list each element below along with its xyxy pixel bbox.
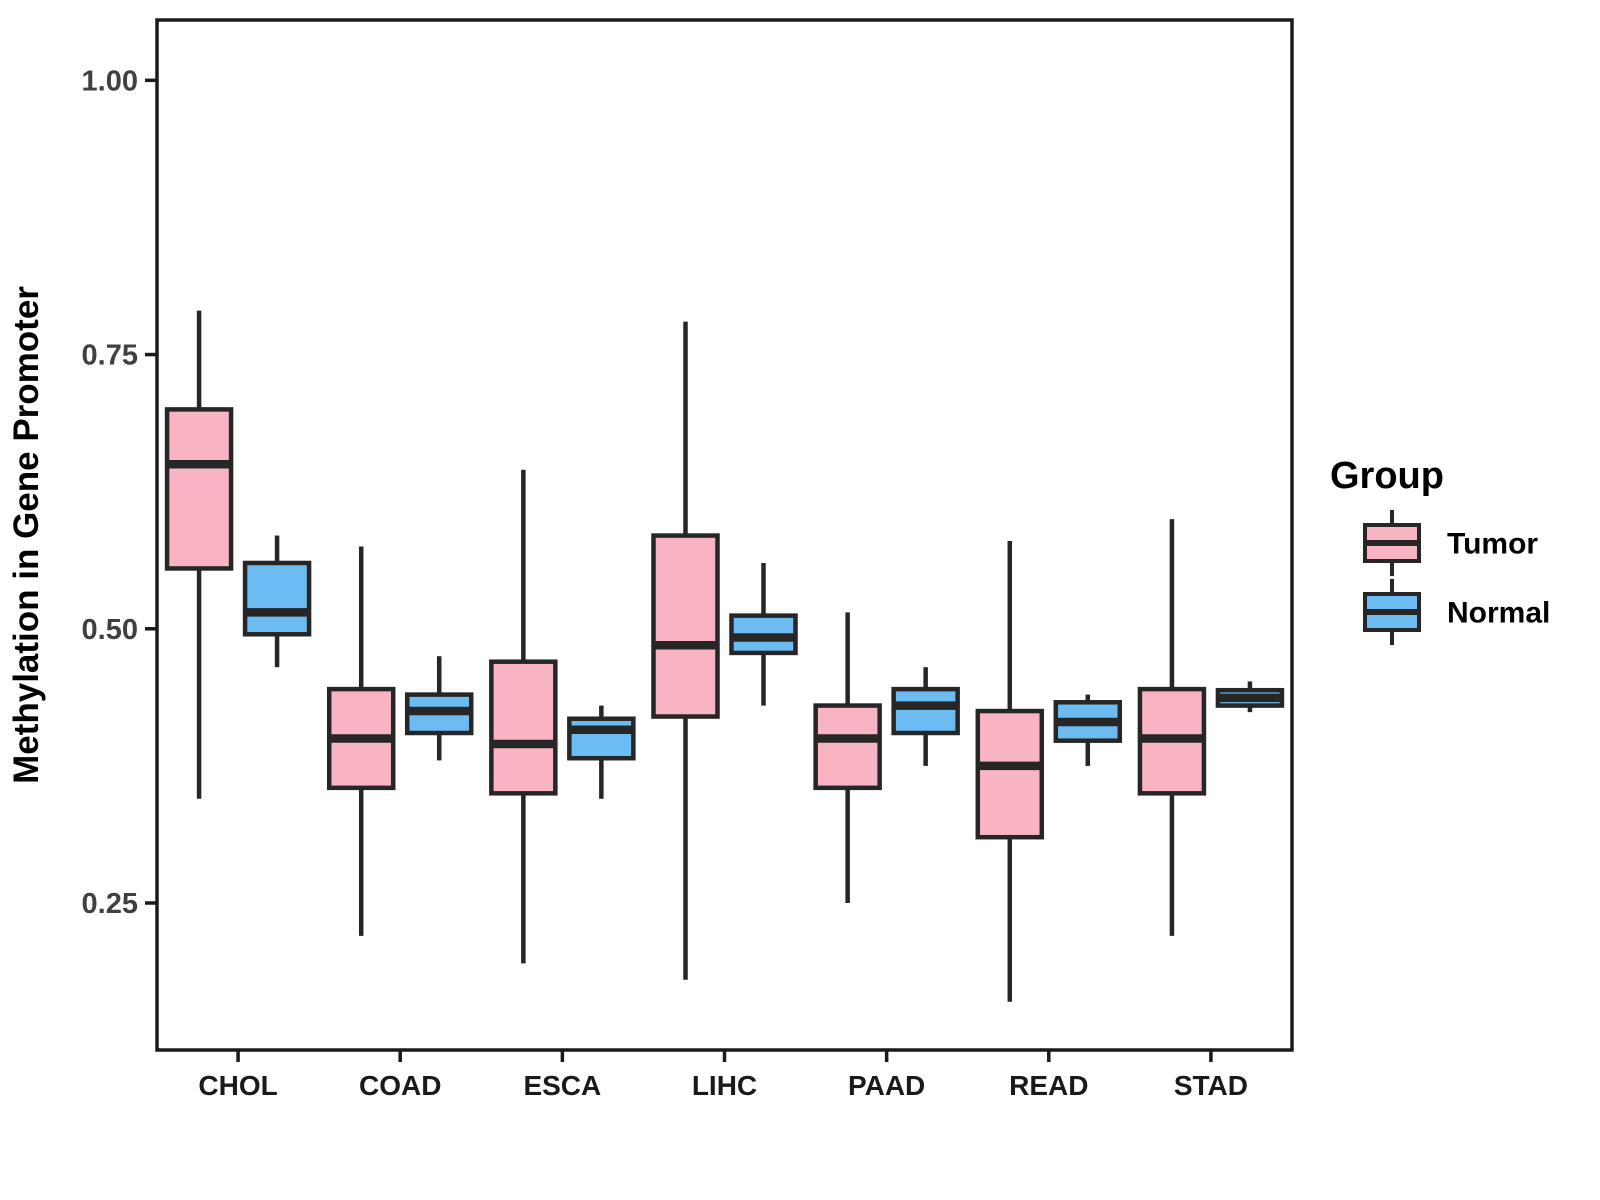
box-PAAD-Normal (891, 686, 960, 736)
legend-label-Tumor: Tumor (1447, 528, 1538, 561)
box-CHOL-Normal (242, 560, 312, 637)
box-CHOL-Tumor (164, 407, 234, 571)
plot-panel-border (155, 18, 1294, 1052)
box-LIHC-Tumor (651, 533, 720, 719)
x-tick-label-COAD: COAD (359, 1070, 441, 1101)
x-tick-label-CHOL: CHOL (198, 1070, 277, 1101)
y-axis-title: Methylation in Gene Promoter (7, 286, 46, 784)
box-ESCA-Tumor (489, 659, 558, 796)
y-tick-label: 0.50 (82, 614, 138, 646)
legend-title: Group (1330, 455, 1444, 497)
x-tick-label-LIHC: LIHC (692, 1070, 757, 1101)
x-tick-label-PAAD: PAAD (848, 1070, 925, 1101)
box-PAAD-Tumor (813, 703, 882, 791)
y-tick-label: 0.75 (82, 340, 138, 372)
legend-label-Normal: Normal (1447, 597, 1550, 630)
y-tick-label: 0.25 (82, 888, 138, 920)
box-ESCA-Normal (567, 716, 636, 761)
x-tick-label-STAD: STAD (1174, 1070, 1248, 1101)
x-tick-label-READ: READ (1009, 1070, 1088, 1101)
y-tick-label: 1.00 (82, 65, 138, 97)
x-tick-label-ESCA: ESCA (523, 1070, 601, 1101)
box-READ-Tumor (975, 708, 1045, 840)
